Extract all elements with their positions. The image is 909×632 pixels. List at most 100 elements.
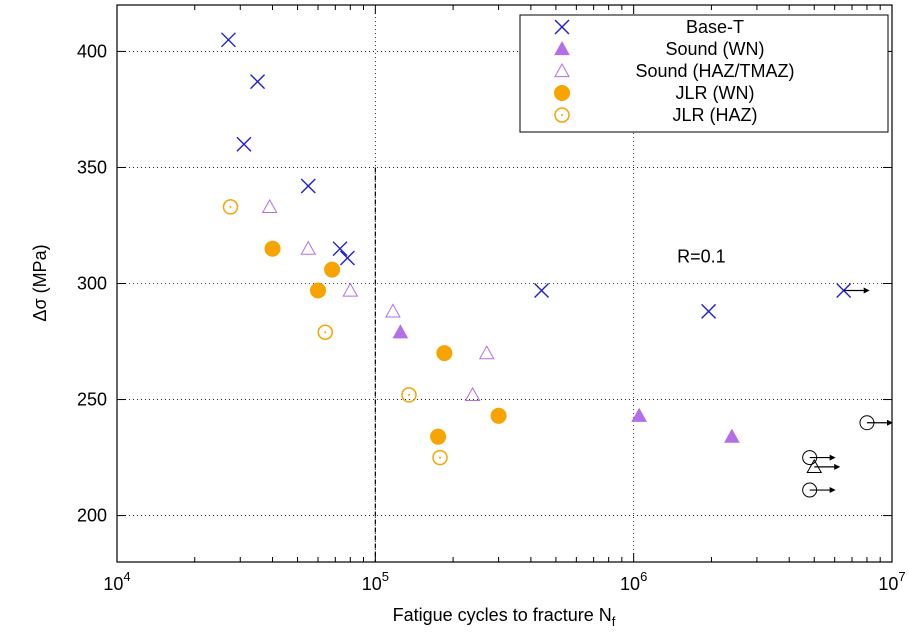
legend-box — [519, 14, 889, 133]
marker-stroke — [220, 32, 236, 48]
data-point — [300, 240, 317, 255]
legend-marker — [554, 107, 570, 123]
marker-shape — [300, 240, 317, 255]
runout-markers — [802, 415, 893, 498]
marker-shape — [342, 282, 359, 297]
marker-stroke — [236, 136, 252, 152]
marker-shape — [436, 345, 453, 362]
data-point — [339, 250, 355, 266]
x-axis-label-main: Fatigue cycles to fracture N — [393, 605, 612, 625]
data-point — [401, 387, 417, 403]
x-tick-label: 107 — [878, 569, 905, 594]
marker-shape — [430, 428, 447, 445]
data-point — [534, 282, 550, 298]
x-tick-exp: 5 — [382, 569, 389, 584]
data-points — [220, 32, 870, 466]
marker-shape — [554, 107, 570, 123]
marker-dot — [439, 456, 442, 459]
runout-arrow-head — [829, 454, 836, 461]
marker-shape — [554, 62, 570, 78]
marker-shape — [324, 261, 341, 278]
marker-stroke — [332, 241, 348, 257]
marker-shape — [261, 198, 278, 214]
y-tick-label: 400 — [77, 41, 107, 61]
runout-arrow-head — [886, 419, 893, 426]
marker-shape — [631, 407, 647, 422]
legend-marker — [554, 62, 570, 78]
legend-marker — [554, 19, 570, 35]
marker-shape — [478, 345, 495, 360]
marker-stroke — [300, 178, 316, 194]
x-tick-base: 10 — [878, 574, 898, 594]
data-point — [385, 303, 401, 318]
marker-stroke — [701, 303, 717, 319]
data-point — [392, 324, 409, 339]
data-point — [464, 386, 481, 401]
annotation-r: R=0.1 — [677, 247, 726, 267]
x-tick-base: 10 — [103, 574, 123, 594]
marker-shape — [464, 386, 481, 401]
marker-shape — [432, 449, 448, 466]
data-point — [222, 199, 239, 215]
data-point — [264, 240, 281, 257]
data-point — [701, 303, 717, 319]
data-point — [310, 282, 327, 299]
data-point — [436, 345, 453, 362]
runout-arrow-head — [829, 487, 836, 494]
marker-shape — [724, 428, 740, 443]
data-point — [478, 345, 495, 360]
legend-label: Base-T — [686, 17, 744, 37]
data-point — [250, 74, 266, 90]
x-tick-label: 106 — [620, 569, 647, 594]
legend-marker — [554, 85, 570, 101]
y-tick-label: 200 — [77, 506, 107, 526]
y-axis-label: Δσ (MPa) — [30, 244, 50, 321]
x-tick-base: 10 — [620, 574, 640, 594]
data-point — [300, 178, 316, 194]
marker-shape — [385, 303, 401, 318]
marker-shape — [264, 240, 281, 257]
runout-arrow-head — [834, 463, 841, 470]
legend-label: Sound (HAZ/TMAZ) — [635, 61, 794, 81]
marker-shape — [317, 324, 334, 340]
data-point — [430, 428, 447, 445]
data-point — [631, 407, 647, 422]
x-tick-exp: 7 — [898, 569, 905, 584]
marker-stroke — [534, 282, 550, 298]
x-axis-label: Fatigue cycles to fracture Nf — [393, 605, 616, 629]
x-tick-exp: 4 — [123, 569, 130, 584]
y-tick-label: 350 — [77, 157, 107, 177]
data-point — [432, 449, 448, 466]
marker-dot — [229, 205, 232, 208]
marker-stroke — [339, 250, 355, 266]
marker-dot — [408, 393, 411, 396]
legend-label: Sound (WN) — [665, 39, 764, 59]
data-point — [724, 428, 740, 443]
data-point — [317, 324, 334, 340]
legend-marker — [554, 40, 570, 56]
marker-shape — [392, 324, 409, 339]
marker-stroke — [250, 74, 266, 90]
marker-shape — [401, 387, 417, 403]
data-point — [220, 32, 236, 48]
data-point — [261, 198, 278, 214]
marker-shape — [554, 85, 570, 101]
marker-shape — [554, 40, 570, 56]
x-tick-label: 104 — [103, 569, 130, 594]
marker-shape — [806, 458, 823, 473]
x-tick-base: 10 — [362, 574, 382, 594]
data-point — [490, 407, 507, 424]
marker-shape — [310, 282, 327, 299]
runout-arrow-head — [863, 287, 870, 294]
plot-frame — [116, 4, 893, 563]
legend-label: JLR (HAZ) — [673, 105, 758, 125]
marker-shape — [490, 407, 507, 424]
marker-dot — [561, 114, 563, 116]
data-point — [236, 136, 252, 152]
y-tick-label: 300 — [77, 274, 107, 294]
runout-point — [806, 458, 823, 473]
data-point — [324, 261, 341, 278]
